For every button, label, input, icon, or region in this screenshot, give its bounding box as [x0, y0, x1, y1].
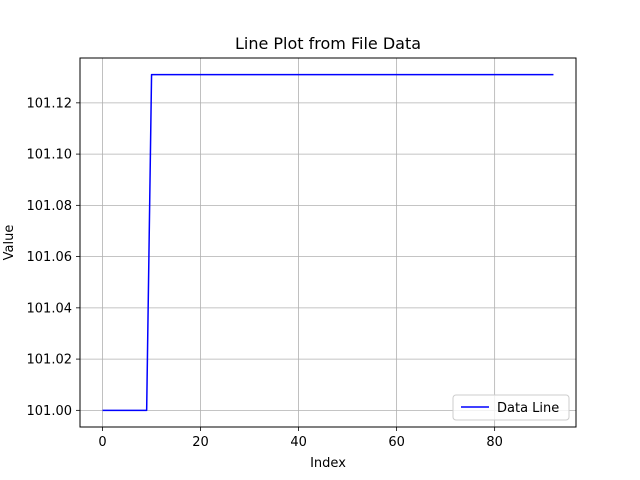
x-tick-label: 20 — [192, 435, 209, 450]
x-tick-label: 0 — [98, 435, 106, 450]
y-tick-label: 101.02 — [27, 353, 73, 368]
legend-label-data-line: Data Line — [497, 401, 559, 416]
x-tick-label: 40 — [290, 435, 307, 450]
series-line-data-line — [102, 73, 554, 412]
chart-title: Line Plot from File Data — [235, 34, 421, 53]
x-tick-label: 80 — [486, 435, 503, 450]
x-tick-label: 60 — [388, 435, 405, 450]
y-tick-label: 101.04 — [27, 301, 73, 316]
plot-frame — [79, 57, 577, 428]
grid-lines — [80, 58, 576, 427]
axis-ticks: 0 20 40 60 80 101.00 101.02 101.04 101.06 101.08 1… — [27, 96, 503, 450]
y-tick-label: 101.00 — [27, 404, 73, 419]
y-tick-label: 101.06 — [27, 250, 73, 265]
y-tick-label: 101.12 — [27, 96, 73, 111]
y-tick-label: 101.08 — [27, 199, 73, 214]
x-axis-label: Index — [310, 456, 346, 471]
y-tick-label: 101.10 — [27, 148, 73, 163]
legend: Data Line — [452, 394, 570, 421]
data-series — [102, 73, 554, 412]
y-axis-label: Value — [2, 225, 17, 261]
legend-box — [452, 394, 570, 421]
